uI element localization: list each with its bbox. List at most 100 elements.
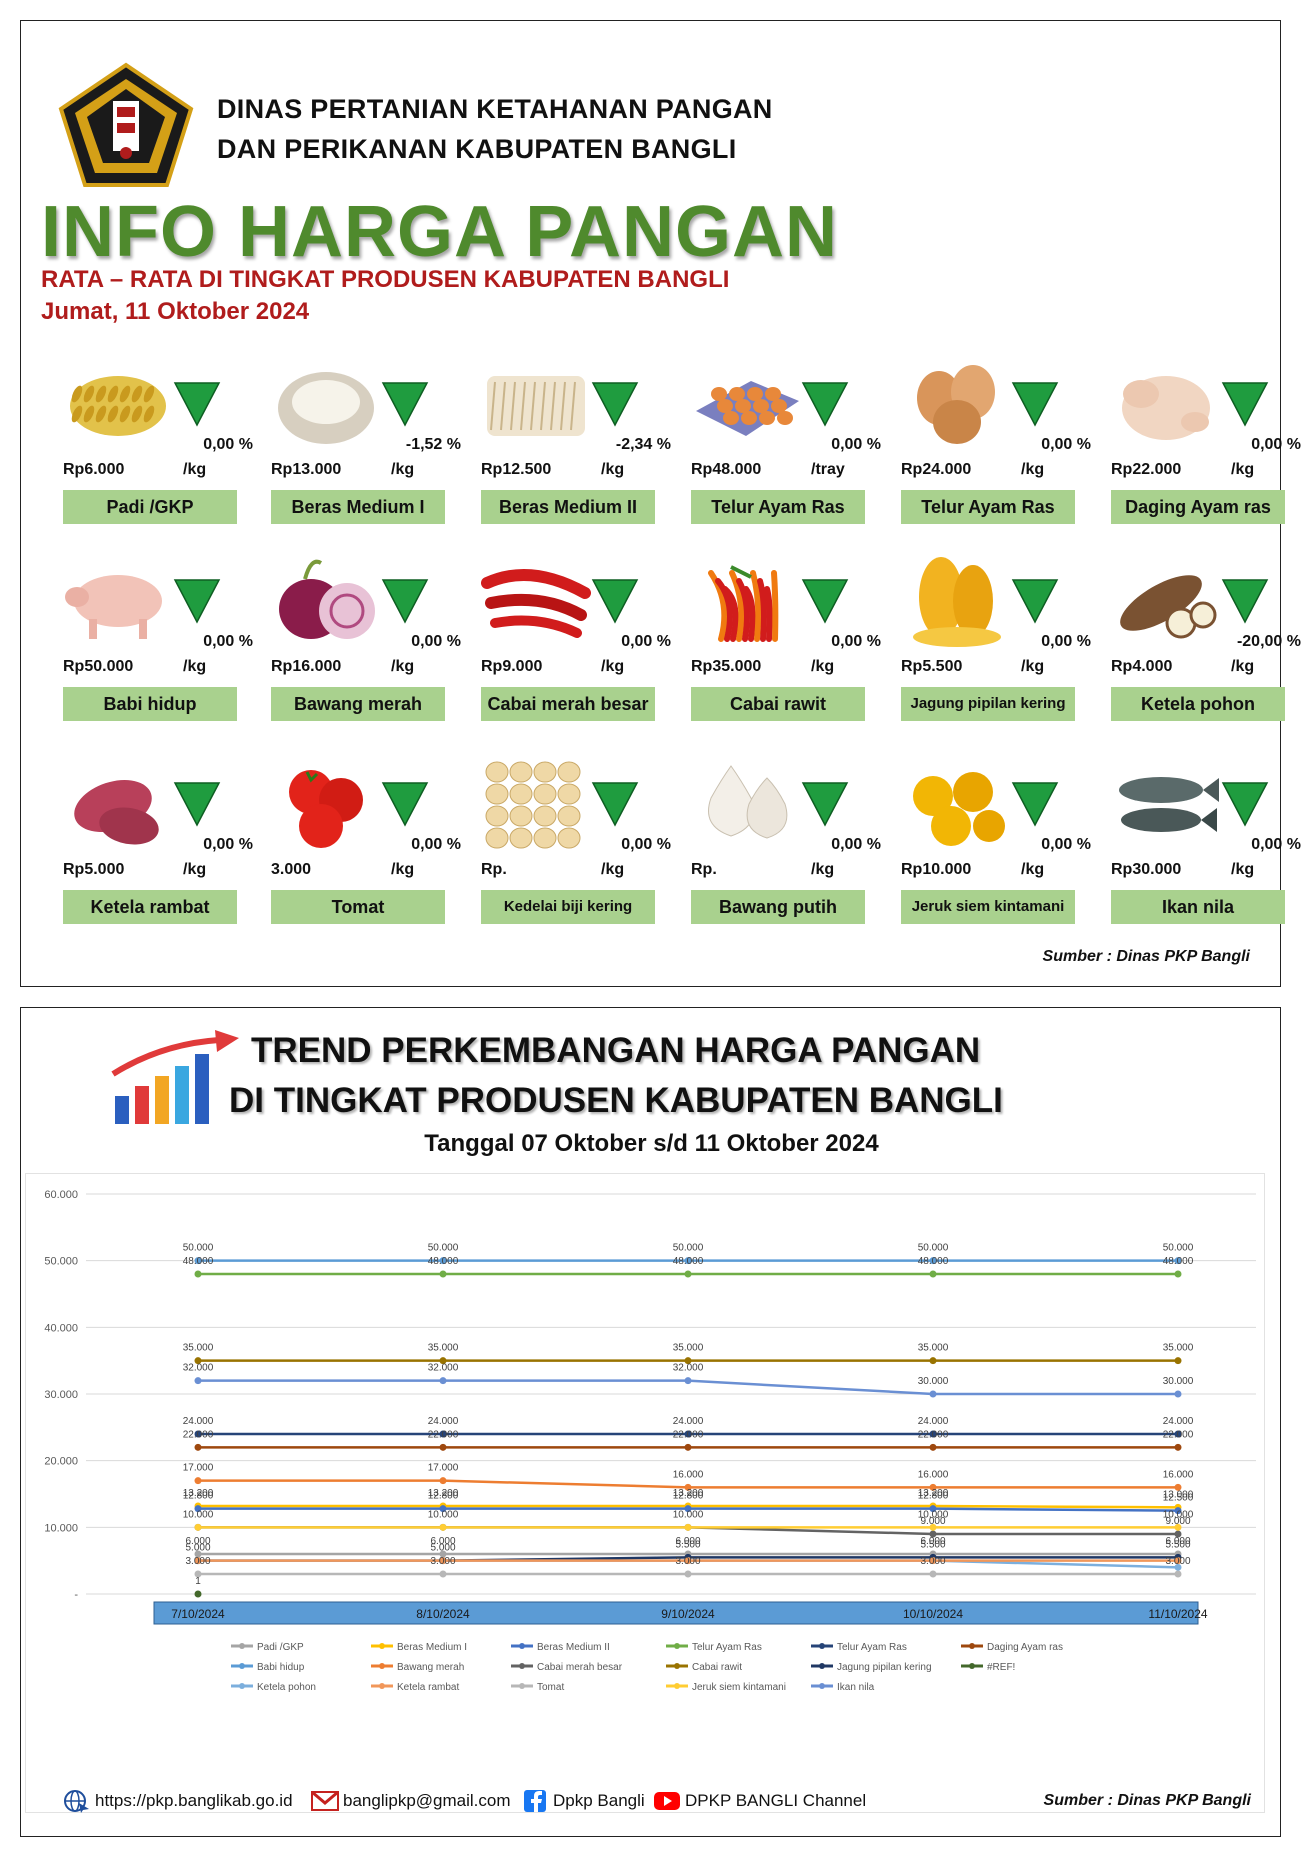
agency-line-2: DAN PERIKANAN KABUPATEN BANGLI: [217, 134, 737, 164]
price-change-percent: 0,00 %: [831, 436, 881, 453]
data-point: [439, 1557, 447, 1565]
price-value: 3.000: [271, 861, 312, 878]
price-unit: /kg: [601, 658, 625, 675]
price-value: Rp6.000: [63, 461, 125, 478]
facebook-link[interactable]: Dpkp Bangli: [521, 1789, 645, 1813]
legend-item: #REF!: [961, 1662, 1015, 1673]
data-label: 12.800: [183, 1491, 214, 1502]
cassava-icon: [1120, 575, 1217, 639]
price-row: Rp4.000/kg: [1111, 658, 1301, 676]
data-label: 3.000: [920, 1556, 945, 1567]
price-value: Rp24.000: [901, 461, 972, 478]
data-label: 50.000: [673, 1243, 704, 1254]
data-point: [1174, 1507, 1182, 1515]
data-label: 5.500: [920, 1539, 945, 1550]
data-label: 3.000: [675, 1556, 700, 1567]
commodity-card: 0,00 % Rp50.000/kg Babi hidup: [63, 553, 263, 743]
price-change-percent: 0,00 %: [621, 836, 671, 853]
price-unit: /kg: [1021, 461, 1045, 478]
legend-marker: [674, 1643, 680, 1649]
data-point: [439, 1550, 447, 1558]
down-trend-icon: [591, 382, 639, 427]
email-text: banglipkp@gmail.com: [343, 1791, 511, 1810]
x-tick-label: 10/10/2024: [903, 1607, 963, 1621]
data-label: 22.000: [673, 1429, 704, 1440]
price-value: Rp35.000: [691, 658, 762, 675]
data-point: [194, 1590, 202, 1598]
data-point: [194, 1257, 202, 1265]
price-change-percent: 0,00 %: [1041, 836, 1091, 853]
legend-item: Jagung pipilan kering: [811, 1662, 932, 1673]
commodity-name: Bawang merah: [271, 687, 445, 721]
legend-marker: [239, 1683, 245, 1689]
legend-marker: [519, 1643, 525, 1649]
data-point: [439, 1270, 447, 1278]
data-point: [439, 1430, 447, 1438]
down-trend-icon: [381, 382, 429, 427]
data-point: [684, 1257, 692, 1265]
legend-label: Daging Ayam ras: [987, 1642, 1063, 1653]
youtube-link[interactable]: DPKP BANGLI Channel: [653, 1789, 866, 1813]
trend-title-line-2: DI TINGKAT PRODUSEN KABUPATEN BANGLI: [229, 1081, 1003, 1120]
legend-label: Beras Medium I: [397, 1642, 467, 1653]
data-point: [1174, 1523, 1182, 1531]
legend-label: Telur Ayam Ras: [692, 1642, 762, 1653]
price-change-percent: 0,00 %: [621, 633, 671, 650]
legend-marker: [674, 1663, 680, 1669]
price-row: Rp5.500/kg: [901, 658, 1101, 676]
price-unit: /kg: [391, 861, 415, 878]
data-label: 35.000: [1163, 1343, 1194, 1354]
x-axis-band: [153, 1601, 1199, 1625]
price-change-percent: 0,00 %: [203, 836, 253, 853]
commodity-card: -2,34 % Rp12.500/kg Beras Medium II: [481, 356, 681, 546]
price-value: Rp9.000: [481, 658, 543, 675]
price-change-percent: 0,00 %: [411, 633, 461, 650]
price-row: 3.000/kg: [271, 861, 471, 879]
x-tick-label: 11/10/2024: [1148, 1607, 1207, 1621]
facebook-icon: [524, 1790, 546, 1812]
data-point: [1174, 1570, 1182, 1578]
price-row: Rp24.000/kg: [901, 461, 1101, 479]
data-label: 16.000: [673, 1469, 704, 1480]
down-trend-icon: [1011, 782, 1059, 827]
rice-icon: [278, 372, 374, 444]
legend-item: Padi /GKP: [231, 1642, 304, 1653]
email-link[interactable]: banglipkp@gmail.com: [311, 1789, 511, 1813]
data-label: 50.000: [1163, 1243, 1194, 1254]
commodity-card: 0,00 % Rp6.000/kg Padi /GKP: [63, 356, 263, 546]
data-point: [929, 1357, 937, 1365]
price-change-percent: 0,00 %: [831, 633, 881, 650]
commodity-card: 0,00 % Rp9.000/kg Cabai merah besar: [481, 553, 681, 743]
commodity-card: 0,00 % Rp22.000/kg Daging Ayam ras: [1111, 356, 1301, 546]
commodity-card: 0,00 % Rp5.000/kg Ketela rambat: [63, 756, 263, 946]
legend-label: Tomat: [537, 1682, 564, 1693]
data-point: [929, 1505, 937, 1513]
commodity-name: Daging Ayam ras: [1111, 490, 1285, 524]
data-label: 13.000: [1163, 1489, 1194, 1500]
data-label: 5.500: [675, 1539, 700, 1550]
data-point: [439, 1377, 447, 1385]
data-point: [929, 1530, 937, 1538]
trend-date-range: Tanggal 07 Oktober s/d 11 Oktober 2024: [424, 1130, 879, 1157]
source-note: Sumber : Dinas PKP Bangli: [1042, 948, 1250, 965]
data-label: 16.000: [918, 1469, 949, 1480]
data-point: [1174, 1483, 1182, 1491]
data-point: [684, 1357, 692, 1365]
legend-label: Jagung pipilan kering: [837, 1662, 932, 1673]
bangli-regency-seal-icon: [58, 62, 194, 187]
price-unit: /kg: [183, 658, 207, 675]
commodity-card: 0,00 % Rp16.000/kg Bawang merah: [271, 553, 471, 743]
data-label: 10.000: [1163, 1509, 1194, 1520]
data-point: [439, 1357, 447, 1365]
price-row: Rp6.000/kg: [63, 461, 263, 479]
down-trend-icon: [1221, 782, 1269, 827]
shallot-icon: [279, 559, 375, 639]
data-label: 12.800: [918, 1491, 949, 1502]
data-point: [439, 1477, 447, 1485]
data-point: [194, 1357, 202, 1365]
website-link[interactable]: https://pkp.banglikab.go.id: [63, 1789, 293, 1813]
data-label: 22.000: [428, 1429, 459, 1440]
report-date: Jumat, 11 Oktober 2024: [41, 298, 310, 325]
data-point: [194, 1550, 202, 1558]
price-unit: /kg: [391, 658, 415, 675]
